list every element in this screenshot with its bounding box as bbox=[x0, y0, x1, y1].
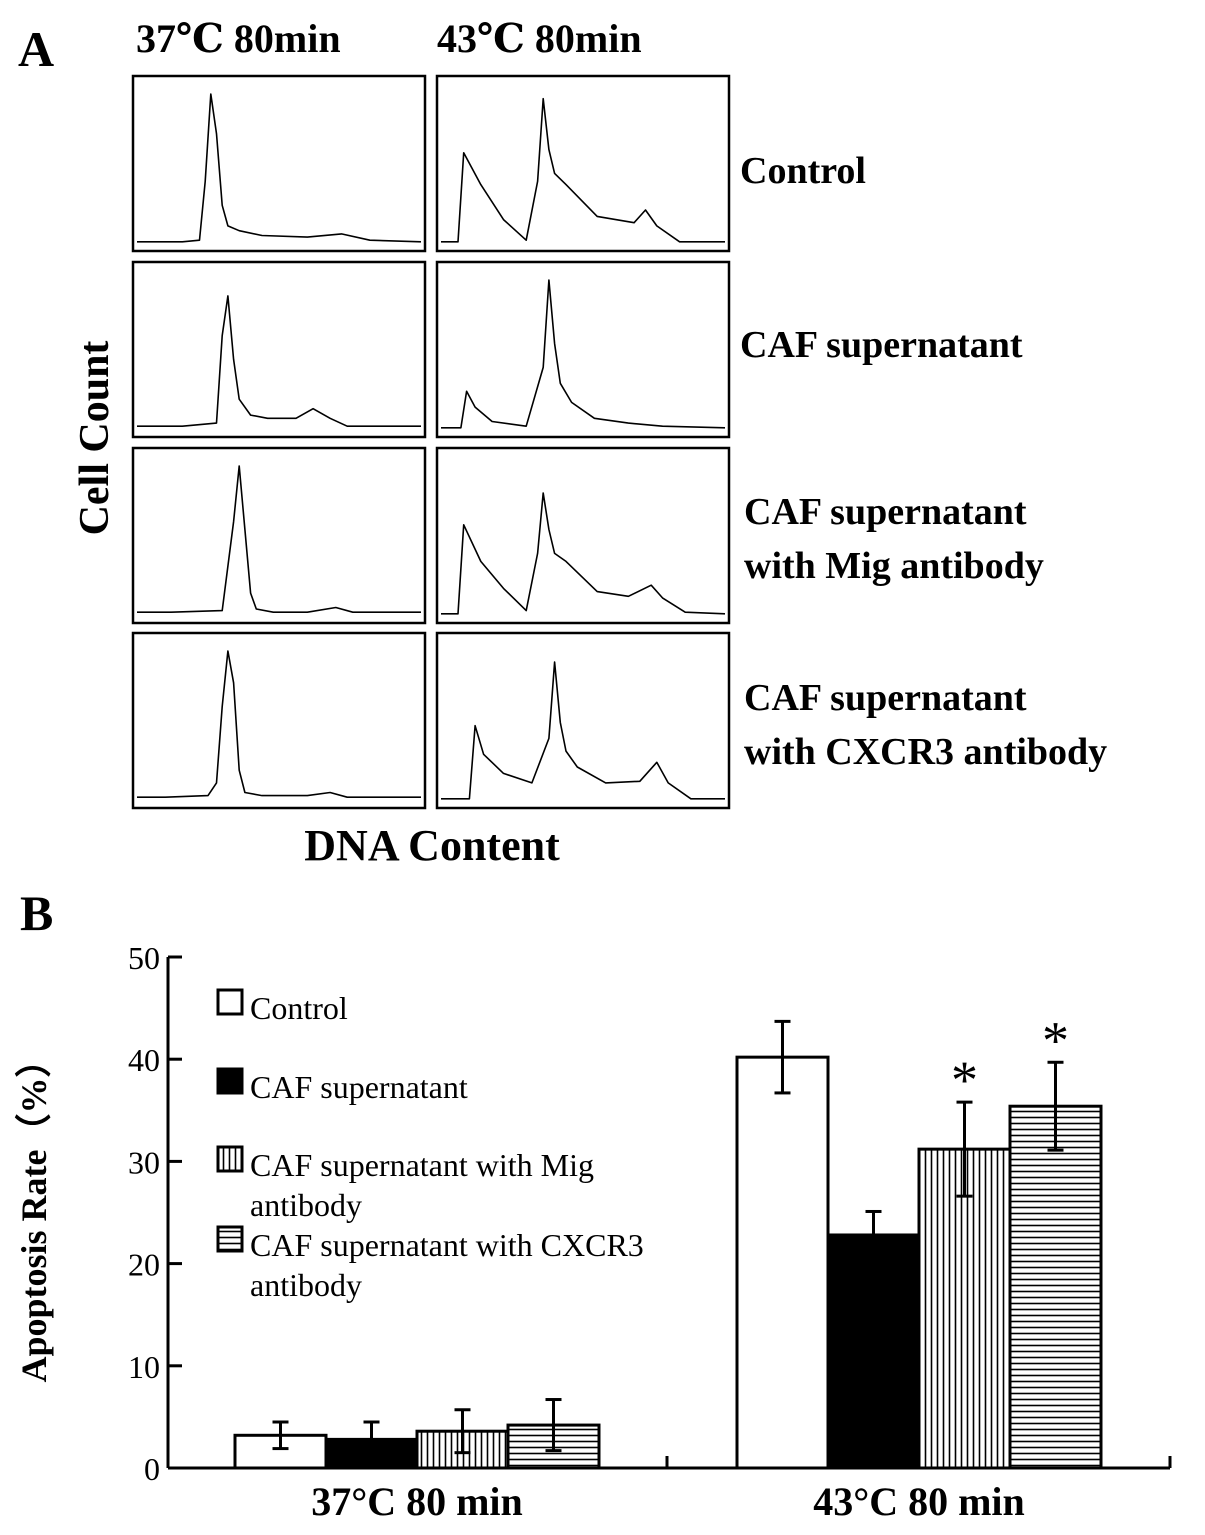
panel-b-letter: B bbox=[20, 885, 53, 941]
bar bbox=[826, 1233, 921, 1470]
legend-label: antibody bbox=[250, 1187, 362, 1223]
row-label: CAF supernatant bbox=[744, 677, 1027, 719]
row-label: with CXCR3 antibody bbox=[744, 731, 1107, 773]
histogram-panel bbox=[435, 74, 731, 253]
histogram-frame bbox=[435, 74, 731, 253]
bar-chart-legend: Control CAF supernatant CAF supernatant wi… bbox=[216, 988, 644, 1303]
bar-chart-ylabel: Apoptosis Rate（%） bbox=[14, 1041, 54, 1382]
histogram-frame bbox=[131, 74, 427, 253]
y-tick-label: 50 bbox=[128, 940, 160, 976]
histogram-panel bbox=[435, 260, 731, 439]
legend-label: CAF supernatant with CXCR3 bbox=[250, 1227, 644, 1263]
y-tick-label: 30 bbox=[128, 1144, 160, 1180]
histogram-trace bbox=[441, 279, 726, 429]
histogram-trace bbox=[137, 93, 422, 243]
histogram-frame bbox=[435, 260, 731, 439]
histogram-frame bbox=[435, 631, 731, 810]
legend-label: Control bbox=[250, 990, 348, 1026]
legend-label: CAF supernatant bbox=[250, 1069, 468, 1105]
histogram-frame bbox=[131, 446, 427, 625]
histogram-panel bbox=[131, 446, 427, 625]
panel-a-letter: A bbox=[18, 21, 54, 77]
histogram-panel bbox=[435, 446, 731, 625]
legend-label: antibody bbox=[250, 1267, 362, 1303]
row-label: CAF supernatant bbox=[744, 491, 1027, 533]
x-category-label: 43°C 80 min bbox=[813, 1479, 1025, 1524]
histogram-panel bbox=[131, 631, 427, 810]
panel-b: B Apoptosis Rate（%） 0 10 20 30 40 50 37°C 80 m… bbox=[14, 885, 1172, 1524]
legend-swatch bbox=[216, 1145, 244, 1173]
panel-a-ylabel: Cell Count bbox=[72, 341, 118, 536]
panel-a-xlabel: DNA Content bbox=[304, 821, 560, 870]
legend-swatch bbox=[216, 988, 244, 1016]
y-tick-label: 0 bbox=[144, 1451, 160, 1487]
histogram-panel bbox=[435, 631, 731, 810]
y-tick-label: 10 bbox=[128, 1349, 160, 1385]
row-label: with Mig antibody bbox=[744, 545, 1044, 587]
significance-marker: * bbox=[951, 1050, 978, 1110]
histogram-trace bbox=[137, 295, 421, 427]
bar bbox=[735, 1055, 830, 1470]
histogram-frame bbox=[131, 631, 427, 810]
bar-chart-bars: ** bbox=[233, 1010, 1103, 1470]
y-tick-label: 40 bbox=[128, 1042, 160, 1078]
y-tick-label: 20 bbox=[128, 1247, 160, 1283]
bar bbox=[1008, 1104, 1103, 1470]
legend-swatch bbox=[216, 1067, 244, 1095]
histogram-frame bbox=[131, 260, 427, 439]
histogram-panel bbox=[131, 74, 427, 253]
histogram-trace bbox=[137, 650, 421, 798]
histogram-trace bbox=[137, 465, 421, 613]
histogram-panel bbox=[131, 260, 427, 439]
histogram-frame bbox=[435, 446, 731, 625]
legend-swatch bbox=[216, 1225, 244, 1253]
bar bbox=[917, 1147, 1012, 1470]
column-header-37: 37℃ 80min bbox=[136, 16, 341, 61]
row-label: CAF supernatant bbox=[740, 324, 1023, 366]
histogram-trace bbox=[441, 661, 725, 800]
row-label: Control bbox=[740, 150, 866, 192]
column-header-43: 43℃ 80min bbox=[437, 16, 642, 61]
panel-a: A 37℃ 80min 43℃ 80min Cell Count DNA Con… bbox=[18, 16, 1107, 870]
x-category-label: 37°C 80 min bbox=[311, 1479, 523, 1524]
histogram-grid bbox=[131, 74, 731, 810]
histogram-trace bbox=[441, 492, 726, 615]
row-labels: Control CAF supernatant CAF supernatant wit… bbox=[740, 150, 1107, 773]
legend-label: CAF supernatant with Mig bbox=[250, 1147, 594, 1183]
histogram-trace bbox=[441, 97, 725, 243]
significance-marker: * bbox=[1042, 1010, 1069, 1070]
